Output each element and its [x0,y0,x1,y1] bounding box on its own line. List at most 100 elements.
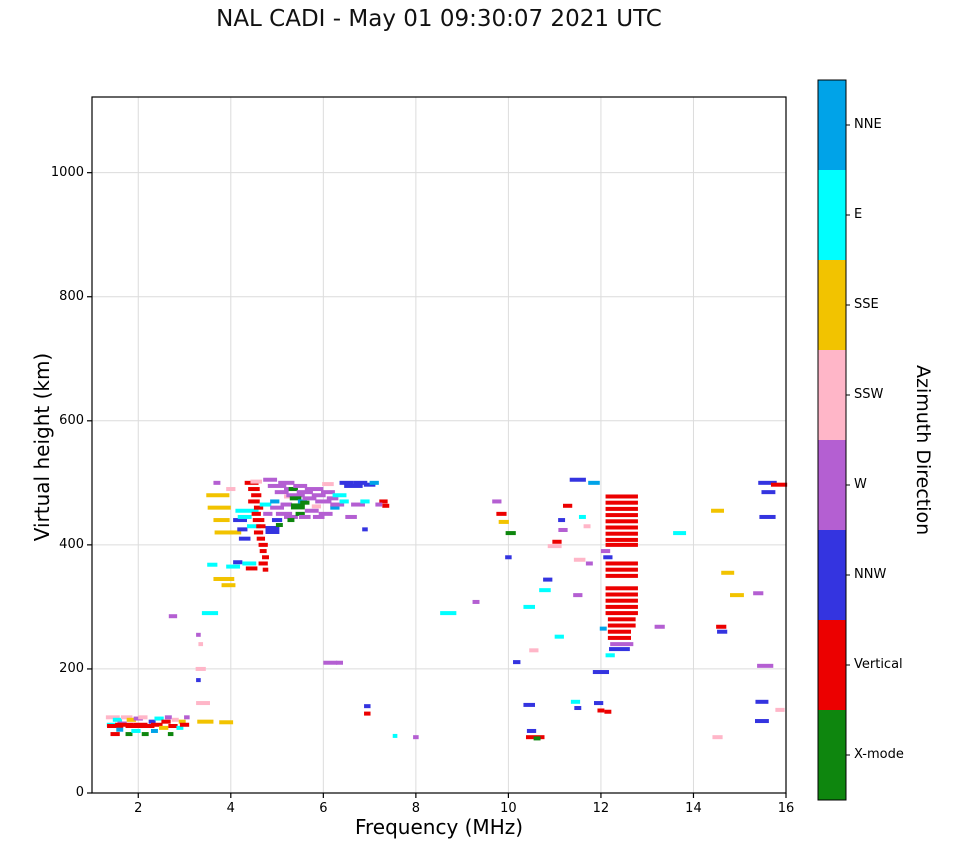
echo-point-SSE [207,505,231,510]
echo-point-Vertical [251,493,262,498]
echo-point-NNW [761,490,776,495]
echo-point-W [573,593,583,598]
echo-point-Vertical [716,624,727,629]
echo-point-Vertical [605,513,638,518]
echo-point-NNW [717,629,728,634]
echo-point-X-mode [167,732,174,737]
echo-point-Vertical [364,711,371,716]
echo-point-W [330,502,345,507]
echo-point-Vertical [605,531,638,536]
echo-point-SSE [229,530,242,535]
echo-point-W [326,496,339,501]
echo-point-W [492,499,502,504]
colorbar-segment-NNW [818,530,846,620]
echo-point-NNW [148,719,156,724]
echo-point-E [523,604,536,609]
echo-point-SSE [711,508,725,513]
echo-point-E [392,733,398,738]
echo-point-W [610,642,634,647]
echo-point-SSW [196,701,210,706]
echo-point-NNW [526,728,537,733]
echo-point-Vertical [605,506,638,511]
echo-point-W [270,505,285,510]
echo-point-SSE [126,717,136,722]
echo-point-NNW [592,670,610,675]
echo-point-NNW [603,555,613,560]
y-tick-label: 600 [59,412,84,428]
echo-point-SSW [105,715,120,720]
colorbar-segment-NNE [818,80,846,170]
echo-point-Vertical [115,722,134,727]
echo-point-X-mode [295,511,305,516]
echo-point-W [274,490,289,495]
echo-point-E [605,653,615,658]
colorbar-segment-X-mode [818,710,846,800]
echo-point-SSW [573,557,586,562]
echo-point-Vertical [605,567,638,572]
echo-point-SSE [206,493,230,498]
echo-point-NNW [755,699,769,704]
echo-point-Vertical [605,604,638,609]
echo-point-E [237,514,252,519]
echo-point-W [600,549,611,554]
echo-point-W [413,735,419,740]
x-tick-label: 2 [134,801,143,816]
colorbar-segment-W [818,440,846,530]
echo-point-W [304,508,319,513]
echo-point-W [263,511,273,516]
echo-point-Vertical [262,555,269,560]
echo-point-E [112,717,123,722]
y-axis-label: Virtual height (km) [30,352,54,542]
echo-point-X-mode [275,523,283,528]
echo-point-NNE [150,728,158,733]
colorbar-border [817,79,847,801]
echo-point-SSW [138,715,148,720]
echo-point-W [304,487,324,492]
echo-point-Vertical [605,561,638,566]
echo-point-Vertical [597,708,605,713]
colorbar-label-W: W [854,477,867,492]
colorbar-label-NNW: NNW [854,567,887,582]
echo-point-NNW [237,527,248,532]
x-tick-label: 10 [500,801,517,816]
colorbar-segment-SSW [818,350,846,440]
echo-point-NNW [593,701,604,706]
echo-point-W [375,502,383,507]
echo-point-Vertical [605,537,638,542]
x-tick-label: 4 [226,801,235,816]
echo-point-X-mode [289,496,302,501]
echo-point-SSW [198,642,204,647]
echo-point-SSW [171,717,179,722]
echo-point-NNE [588,480,600,485]
echo-point-Vertical [605,500,638,505]
echo-point-W [196,632,201,637]
echo-point-W [753,591,764,596]
echo-point-Vertical [262,567,269,572]
echo-point-W [312,514,325,519]
echo-point-SSW [712,735,723,740]
echo-point-E [440,611,457,616]
echo-point-NNW [609,647,630,652]
echo-point-SSE [730,593,744,598]
echo-point-Vertical [607,629,632,634]
echo-point-E [242,561,257,566]
echo-point-E [554,634,564,639]
echo-point-Vertical [251,511,261,516]
echo-point-W [558,527,568,532]
echo-point-SSE [213,518,230,523]
colorbar-label-X-mode: X-mode [854,747,904,762]
echo-point-SSW [529,648,539,653]
x-tick-label: 6 [319,801,328,816]
echo-point-Vertical [496,511,507,516]
echo-point-SSW [322,482,334,487]
echo-point-SSW [547,544,562,549]
echo-point-NNE [599,626,607,631]
echo-point-W [284,514,298,519]
x-tick-label: 16 [777,801,795,816]
echo-point-E [201,611,219,616]
echo-point-X-mode [288,487,298,492]
echo-point-Vertical [256,536,266,541]
echo-point-NNW [271,518,283,523]
echo-point-NNW [758,480,777,485]
